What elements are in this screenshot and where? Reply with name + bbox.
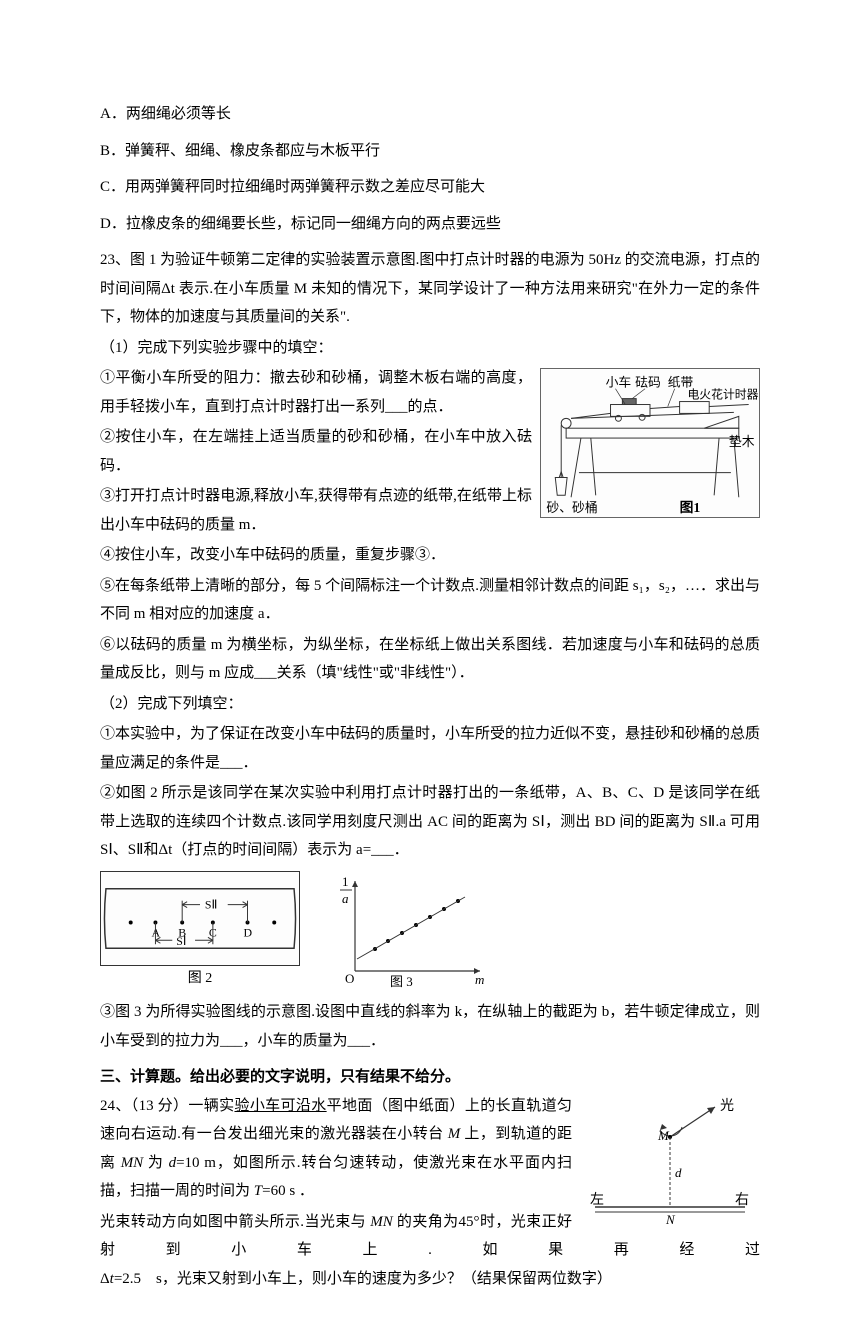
svg-text:图1: 图1 <box>680 500 701 515</box>
svg-text:砝码: 砝码 <box>635 376 661 390</box>
q23-p2-3: ③图 3 为所得实验图线的示意图.设图中直线的斜率为 k，在纵轴上的截距为 b，… <box>100 998 760 1055</box>
svg-text:电火花计时器: 电火花计时器 <box>687 388 758 402</box>
svg-text:a: a <box>342 891 349 906</box>
svg-text:d: d <box>675 1165 682 1180</box>
q23-part1-title: （1）完成下列实验步骤中的填空： <box>100 334 760 363</box>
q23-intro: 23、图 1 为验证牛顿第二定律的实验装置示意图.图中打点计时器的电源为 50H… <box>100 246 760 332</box>
q23-step6: ⑥以砝码的质量 m 为横坐标，为纵坐标，在坐标纸上做出关系图线．若加速度与小车和… <box>100 631 760 688</box>
figure-4: M d N 左 右 光 <box>580 1092 760 1232</box>
option-c: C．用两弹簧秤同时拉细绳时两弹簧秤示数之差应尽可能大 <box>100 173 760 202</box>
figure-1: 小车 砝码 纸带 电火花计时器 垫木 砂、砂桶 图1 <box>540 368 760 518</box>
svg-text:m: m <box>475 972 484 987</box>
svg-text:小车: 小车 <box>606 376 632 390</box>
q24: M d N 左 右 光 24、（13 分）一辆实验小车可沿水平地面（图中纸面）上… <box>100 1092 760 1296</box>
svg-text:图 3: 图 3 <box>390 974 413 989</box>
option-b: B．弹簧秤、细绳、橡皮条都应与木板平行 <box>100 137 760 166</box>
figure-2: A B C D SⅡ SⅠ <box>100 871 300 966</box>
q23-p2-2: ②如图 2 所示是该同学在某次实验中利用打点计时器打出的一条纸带，A、B、C、D… <box>100 779 760 865</box>
svg-text:右: 右 <box>735 1192 749 1208</box>
section-3-title: 三、计算题。给出必要的文字说明，只有结果不给分。 <box>100 1063 760 1092</box>
svg-text:N: N <box>665 1212 676 1227</box>
q23-step4: ④按住小车，改变小车中砝码的质量，重复步骤③． <box>100 541 760 570</box>
svg-text:垫木: 垫木 <box>729 434 755 449</box>
figure-2-label: 图 2 <box>100 966 300 993</box>
option-d: D．拉橡皮条的细绳要长些，标记同一细绳方向的两点要远些 <box>100 210 760 239</box>
svg-text:O: O <box>345 971 354 986</box>
q23-step5: ⑤在每条纸带上清晰的部分，每 5 个间隔标注一个计数点.测量相邻计数点的间距 s… <box>100 572 760 629</box>
svg-text:A: A <box>151 925 160 939</box>
q23-p2-1: ①本实验中，为了保证在改变小车中砝码的质量时，小车所受的拉力近似不变，悬挂砂和砂… <box>100 720 760 777</box>
option-a: A．两细绳必须等长 <box>100 100 760 129</box>
q23-part2-title: （2）完成下列填空： <box>100 690 760 719</box>
svg-text:SⅠ: SⅠ <box>176 934 186 948</box>
svg-text:左: 左 <box>590 1192 604 1208</box>
svg-text:1: 1 <box>342 874 349 889</box>
svg-text:M: M <box>657 1128 670 1143</box>
svg-text:D: D <box>244 925 253 939</box>
svg-text:砂、砂桶: 砂、砂桶 <box>546 501 597 515</box>
figure-3: 1 a m O 图 3 <box>330 871 490 991</box>
svg-text:光: 光 <box>720 1098 734 1114</box>
figure-2-wrap: A B C D SⅡ SⅠ 图 2 <box>100 871 300 993</box>
svg-text:SⅡ: SⅡ <box>205 897 217 911</box>
